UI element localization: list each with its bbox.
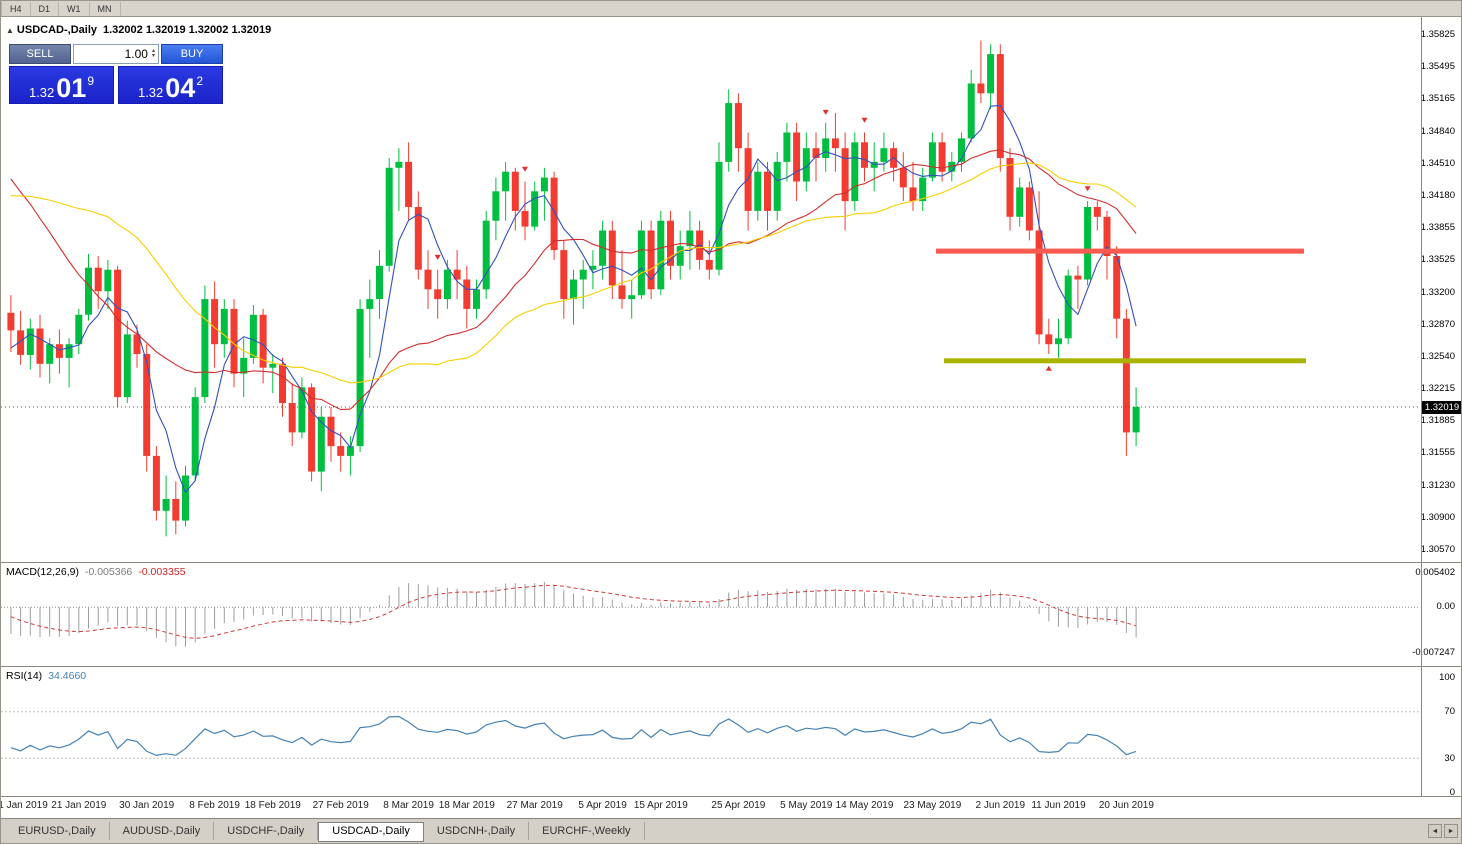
timeframe-button-mn[interactable]: MN xyxy=(90,1,121,16)
timeframe-toolbar: H4 D1 W1 MN xyxy=(1,1,1461,17)
chart-tab-bar: EURUSD-,Daily AUDUSD-,Daily USDCHF-,Daily U… xyxy=(1,818,1461,843)
buy-price-sup: 2 xyxy=(196,74,204,88)
sell-price-box[interactable]: 1.32 01 9 xyxy=(9,66,114,104)
collapse-icon[interactable]: ▲ xyxy=(6,26,14,35)
rsi-panel-separator[interactable] xyxy=(1,666,1461,667)
sell-price-sup: 9 xyxy=(87,74,95,88)
left-arrow-icon: ◄ xyxy=(1431,828,1439,835)
macd-indicator-label: MACD(12,26,9) -0.005366 -0.003355 xyxy=(6,566,186,578)
spinner-down-icon[interactable]: ▾ xyxy=(151,53,155,59)
right-arrow-icon: ► xyxy=(1447,828,1455,835)
chart-title: ▲ USDCAD-,Daily 1.32002 1.32019 1.32002 1.… xyxy=(6,24,271,36)
macd-main-value: -0.005366 xyxy=(84,566,133,578)
sell-button[interactable]: SELL xyxy=(9,44,71,64)
sell-price-big: 01 xyxy=(56,73,87,104)
chart-tab-usdcnh[interactable]: USDCNH-,Daily xyxy=(424,822,530,840)
macd-name: MACD(12,26,9) xyxy=(6,566,79,578)
timeframe-button-h4[interactable]: H4 xyxy=(1,1,31,16)
volume-spinner[interactable]: ▴ ▾ xyxy=(151,48,155,59)
rsi-name: RSI(14) xyxy=(6,670,43,682)
chart-tab-usdcad[interactable]: USDCAD-,Daily xyxy=(318,822,424,842)
tab-scroll-right-button[interactable]: ► xyxy=(1444,824,1458,838)
chart-tab-eurusd[interactable]: EURUSD-,Daily xyxy=(5,822,110,840)
macd-signal-value: -0.003355 xyxy=(138,566,186,578)
chart-tab-usdchf[interactable]: USDCHF-,Daily xyxy=(214,822,319,840)
tab-scroll-buttons: ◄ ► xyxy=(1428,824,1458,838)
timeframe-button-w1[interactable]: W1 xyxy=(59,1,90,16)
chart-tab-eurchf[interactable]: EURCHF-,Weekly xyxy=(529,822,645,840)
tab-scroll-left-button[interactable]: ◄ xyxy=(1428,824,1442,838)
volume-input[interactable]: 1.00 ▴ ▾ xyxy=(73,44,159,64)
chart-ohlc-values: 1.32002 1.32019 1.32002 1.32019 xyxy=(103,24,272,36)
rsi-indicator-label: RSI(14) 34.4660 xyxy=(6,670,86,682)
date-axis-separator xyxy=(1,796,1461,797)
one-click-trading-panel: SELL 1.00 ▴ ▾ BUY 1.32 01 9 1.32 04 2 xyxy=(9,44,223,104)
buy-price-box[interactable]: 1.32 04 2 xyxy=(118,66,223,104)
buy-price-big: 04 xyxy=(165,73,196,104)
macd-panel-separator[interactable] xyxy=(1,562,1461,563)
spinner-up-icon[interactable]: ▴ xyxy=(151,48,155,54)
volume-value[interactable]: 1.00 xyxy=(124,47,148,61)
sell-price-prefix: 1.32 xyxy=(28,84,55,100)
price-axis-separator xyxy=(1421,16,1422,796)
chart-symbol-label: USDCAD-,Daily xyxy=(16,24,97,36)
chart-tab-audusd[interactable]: AUDUSD-,Daily xyxy=(110,822,215,840)
timeframe-button-d1[interactable]: D1 xyxy=(31,1,60,16)
buy-price-prefix: 1.32 xyxy=(137,84,164,100)
rsi-value: 34.4660 xyxy=(48,670,87,682)
current-price-label: 1.32019 xyxy=(1422,401,1461,414)
buy-button[interactable]: BUY xyxy=(161,44,223,64)
